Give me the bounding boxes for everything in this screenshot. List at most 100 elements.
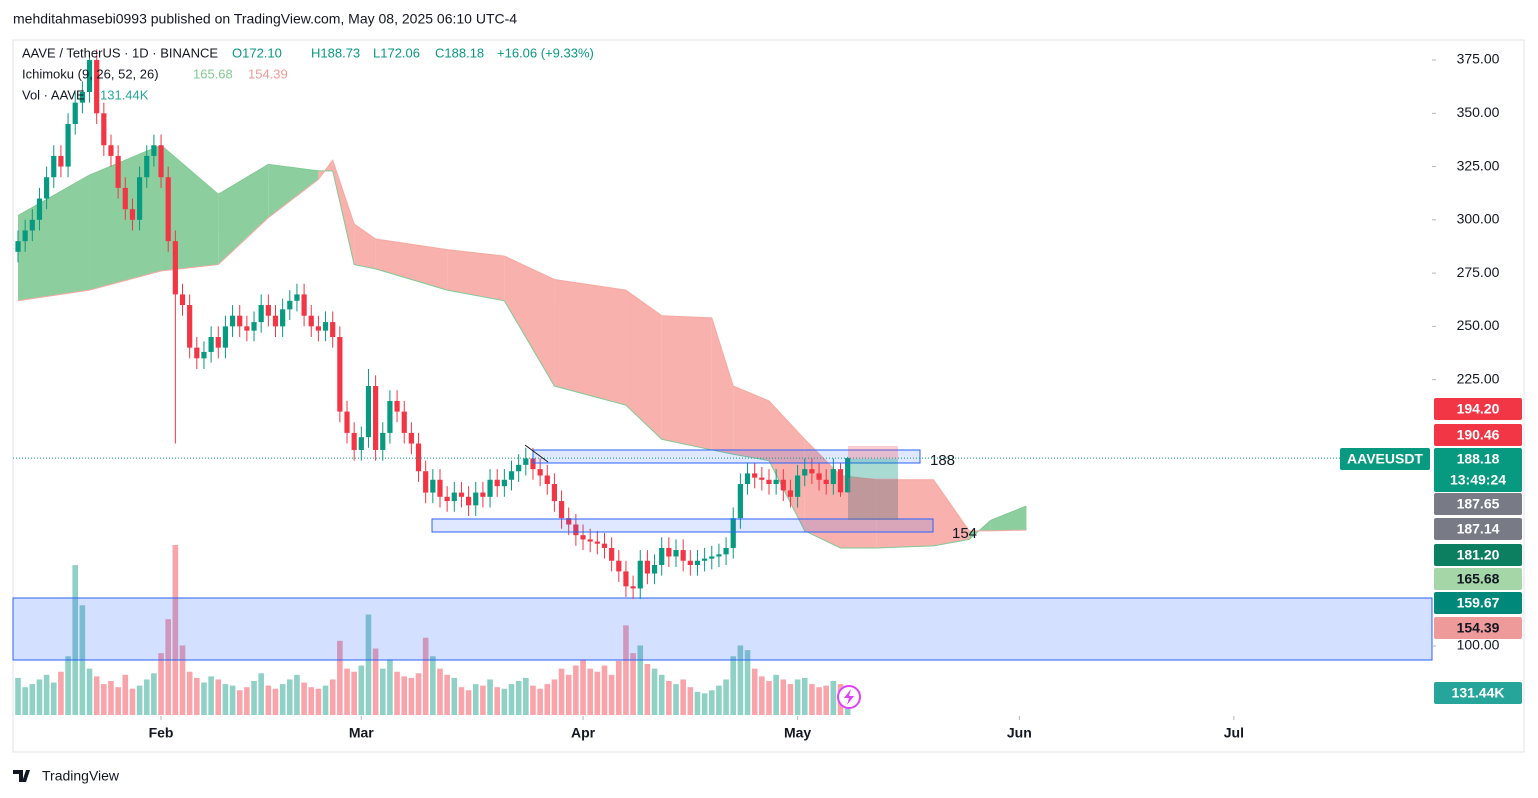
candle-body [601, 543, 608, 548]
volume-bar [708, 690, 715, 715]
candle-body [587, 539, 593, 542]
price-badge [1434, 448, 1522, 492]
volume-bar [730, 656, 737, 715]
candle-body [29, 219, 35, 231]
candle-body [294, 294, 300, 301]
volume-bar [143, 679, 150, 715]
volume-bar [194, 677, 200, 715]
volume-bar [558, 668, 565, 715]
candle-body [737, 484, 743, 519]
candle-body [680, 550, 686, 561]
x-tick-label: May [784, 725, 811, 741]
volume-bar [759, 676, 765, 715]
price-badges: 194.20 190.46 188.18 13:49:24 AAVEUSDT 187.65… [1340, 398, 1522, 704]
volume-bar [430, 656, 436, 715]
volume-bar [644, 664, 651, 715]
candle-body [458, 492, 465, 497]
candle-body [187, 305, 193, 348]
candle-body [265, 305, 271, 316]
volume-bar [415, 673, 422, 715]
candle-body [759, 477, 765, 480]
position-box [848, 459, 898, 478]
volume-bar [680, 679, 686, 715]
candle-body [687, 560, 693, 565]
ohlc: O172.10 [232, 45, 282, 60]
x-tick-label: Feb [149, 725, 174, 741]
logo: TradingView [13, 768, 120, 784]
volume-bar [294, 674, 300, 715]
ohlc: C188.18 [435, 45, 484, 60]
drawing-label: 188 [930, 452, 955, 469]
volume-bar [601, 665, 608, 715]
candle-body [666, 547, 672, 557]
candle-body [258, 305, 264, 323]
volume-bar [379, 668, 386, 715]
volume-bar [308, 687, 315, 715]
candle-body [594, 541, 600, 544]
cloud-segment [504, 256, 555, 387]
cloud-segment [933, 479, 970, 546]
volume-bar [65, 656, 71, 715]
volume-bar [222, 684, 229, 715]
price-badge-label: 181.20 [1457, 547, 1500, 563]
cloud-segment [990, 506, 1027, 531]
candle-body [322, 322, 329, 331]
volume-bar [251, 681, 257, 715]
footer: TradingView [42, 768, 120, 784]
cloud-line [17, 144, 1027, 549]
volume-bar [329, 679, 336, 715]
volume-bar [773, 674, 779, 715]
candle-body [287, 300, 293, 310]
candle-body [766, 479, 772, 485]
volume-bar [158, 653, 164, 715]
volume-bar [387, 659, 393, 715]
candle-body [222, 326, 229, 348]
volume-bar [451, 677, 458, 715]
candle-body [637, 560, 643, 589]
volume-bar [265, 685, 272, 715]
volume-bar [801, 677, 808, 715]
volume-bar [823, 685, 830, 715]
candle-body [702, 558, 708, 561]
candle-body [387, 400, 393, 433]
volume-bar [201, 682, 207, 715]
cloud-line [17, 159, 1027, 532]
candle-body [115, 155, 121, 188]
indicator-value: 165.68 [193, 66, 233, 81]
volume-bar [244, 687, 250, 715]
volume-bar [480, 685, 486, 715]
candle-body [244, 326, 250, 331]
y-tick-label: 100.00 [1457, 637, 1500, 653]
candle-body [508, 471, 515, 480]
volume-bar [337, 640, 343, 715]
volume-bar [465, 690, 472, 715]
candle-body [194, 347, 200, 359]
candle-body [237, 315, 243, 327]
cloud-segment [332, 160, 355, 265]
volume-bar [186, 671, 193, 715]
candle-body [15, 241, 21, 252]
volume-bar [673, 684, 679, 715]
candle-body [451, 492, 457, 502]
volume-bar [372, 648, 379, 715]
candle-body [580, 535, 586, 540]
x-tick-label: Apr [571, 725, 596, 741]
volume-bar [701, 693, 708, 715]
volume-bar [351, 671, 357, 715]
y-tick-label: 300.00 [1457, 211, 1500, 227]
legend: AAVE / TetherUS · 1D · BINANCE O172.10 H… [22, 45, 594, 102]
volume-bar [165, 619, 172, 715]
price-badge [1434, 424, 1522, 446]
cloud-segment [447, 249, 505, 301]
candle-body [351, 432, 357, 450]
volume-bar [751, 668, 758, 715]
candle-body [344, 411, 350, 433]
price-badge-label: 159.67 [1457, 595, 1500, 611]
candle-body [337, 337, 343, 412]
candle-body [430, 479, 436, 493]
candle-body [51, 155, 57, 178]
trend-line [524, 444, 549, 463]
volume-bar [365, 614, 372, 715]
candle-body [308, 315, 314, 327]
candle-body [673, 550, 679, 557]
